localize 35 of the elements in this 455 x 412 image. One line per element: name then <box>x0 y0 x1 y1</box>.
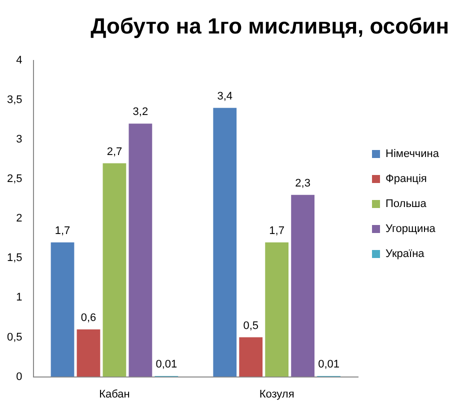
y-tick-label: 3,5 <box>6 94 22 106</box>
y-tick-label: 3 <box>16 134 22 146</box>
bar <box>102 163 126 377</box>
legend-label: Україна <box>386 248 426 260</box>
x-tick-label: Кабан <box>99 388 130 400</box>
data-label: 3,4 <box>217 90 233 102</box>
legend-label: Угорщина <box>386 223 436 236</box>
bar <box>291 194 314 377</box>
data-label: 2,7 <box>106 146 122 158</box>
data-label: 2,3 <box>295 177 310 190</box>
y-tick-label: 0 <box>16 370 22 383</box>
legend-label: Німеччина <box>386 148 440 160</box>
data-label: 1,7 <box>269 224 284 237</box>
y-tick-label: 1,5 <box>6 252 22 264</box>
bar <box>239 337 263 377</box>
bar <box>76 329 100 377</box>
legend-label: Польша <box>386 198 428 210</box>
y-tick-label: 0,5 <box>6 331 22 344</box>
data-label: 3,2 <box>132 106 148 118</box>
data-label: 0,01 <box>318 358 340 371</box>
legend-label: Франція <box>386 173 427 186</box>
x-tick-label: Козуля <box>259 388 294 400</box>
data-label: 1,7 <box>54 224 70 237</box>
chart-title: Добуто на 1го мисливця, особин <box>90 13 449 38</box>
bar <box>265 242 289 377</box>
data-label: 0,5 <box>243 320 258 332</box>
bar <box>213 108 237 377</box>
bar <box>128 124 152 377</box>
data-label: 0,01 <box>156 358 178 371</box>
data-label: 0,6 <box>80 312 96 324</box>
y-tick-label: 2,5 <box>6 173 22 186</box>
y-tick-label: 1 <box>16 292 22 304</box>
y-tick-label: 4 <box>16 54 22 66</box>
y-tick-label: 2 <box>16 212 22 225</box>
bar <box>50 242 74 377</box>
